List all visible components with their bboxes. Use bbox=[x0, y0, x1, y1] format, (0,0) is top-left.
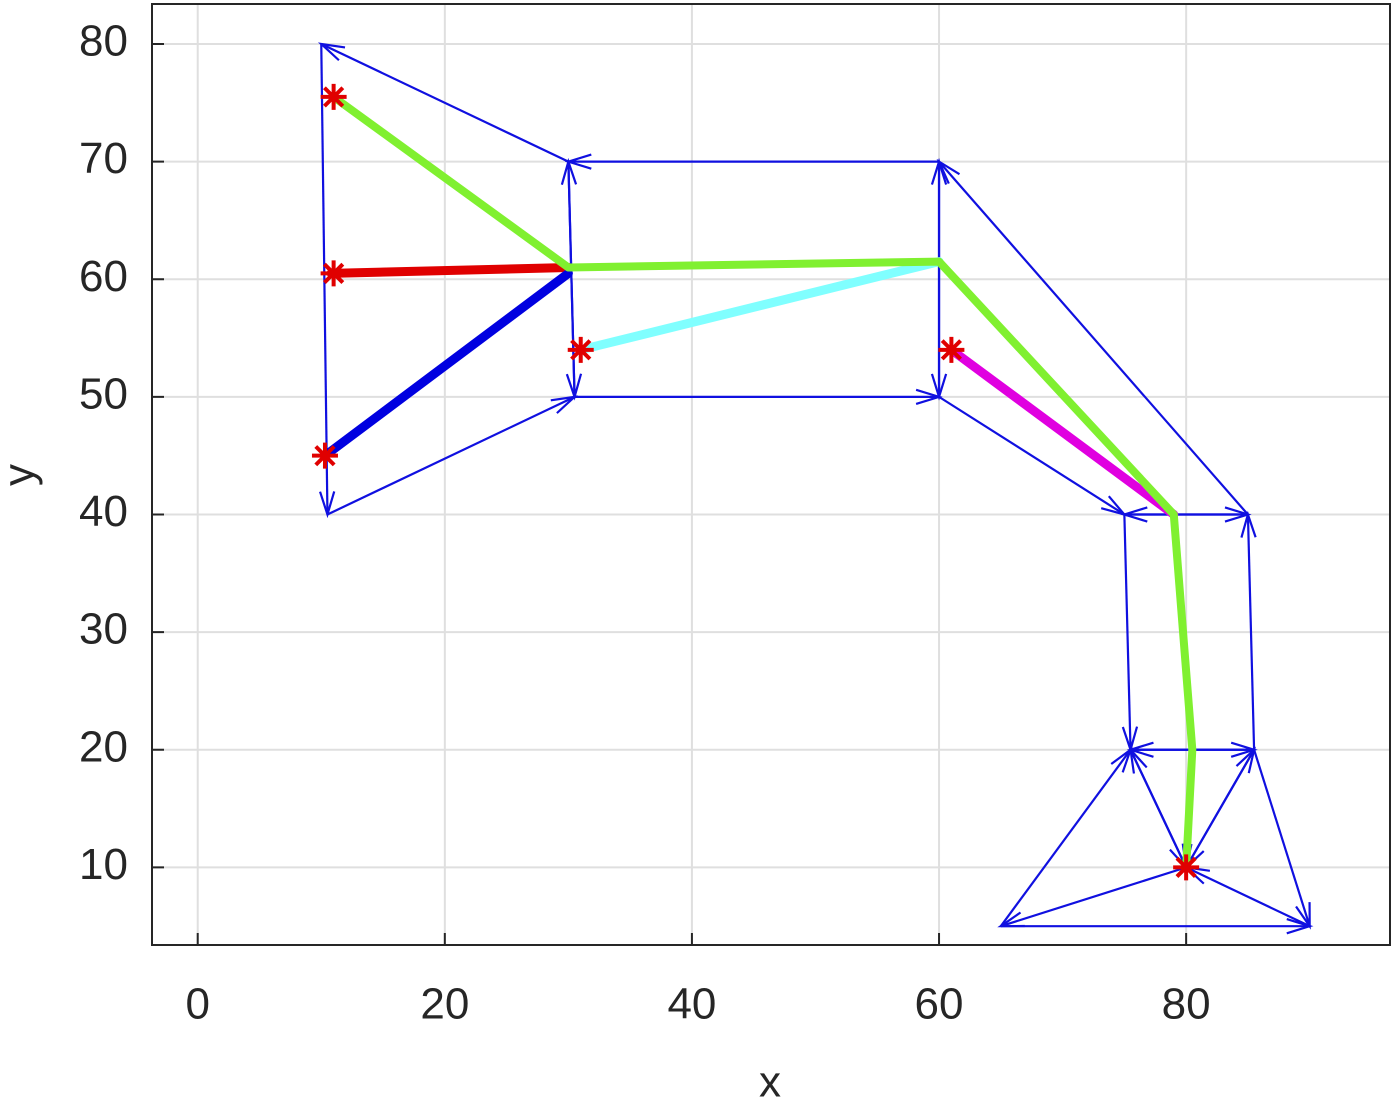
marker bbox=[938, 336, 965, 363]
edge bbox=[1123, 514, 1132, 750]
y-tick-label: 60 bbox=[79, 252, 128, 301]
arrow-head bbox=[564, 153, 592, 170]
x-tick-label: 60 bbox=[915, 980, 964, 1029]
edge bbox=[320, 43, 329, 515]
marker bbox=[320, 260, 347, 287]
marker bbox=[320, 83, 347, 110]
axes-box bbox=[151, 3, 1391, 946]
x-tick-label: 20 bbox=[420, 980, 469, 1029]
edge bbox=[938, 395, 1125, 516]
arrow-head bbox=[1286, 918, 1314, 935]
plot-area bbox=[152, 4, 1390, 945]
edge bbox=[1246, 514, 1256, 750]
y-axis-label: y bbox=[0, 464, 44, 486]
x-tick-label: 80 bbox=[1162, 980, 1211, 1029]
marker bbox=[567, 336, 594, 363]
path-line bbox=[946, 345, 1179, 519]
edge bbox=[1185, 866, 1311, 928]
path-line bbox=[329, 92, 1197, 872]
edge bbox=[999, 749, 1132, 927]
y-tick-label: 50 bbox=[79, 369, 128, 418]
arrow-head bbox=[1110, 746, 1133, 773]
y-tick-label: 20 bbox=[79, 722, 128, 771]
x-tick-label: 40 bbox=[667, 980, 716, 1029]
edge bbox=[1185, 749, 1256, 868]
arrow-head bbox=[1240, 510, 1257, 538]
edge bbox=[1253, 749, 1311, 927]
y-tick-label: 80 bbox=[79, 17, 128, 66]
y-tick-label: 40 bbox=[79, 487, 128, 536]
edge bbox=[1129, 749, 1188, 868]
path-line bbox=[326, 262, 573, 278]
x-axis-label: x bbox=[759, 1058, 781, 1105]
marker bbox=[1173, 854, 1200, 881]
path-line bbox=[320, 268, 573, 461]
x-tick-label: 0 bbox=[185, 980, 209, 1029]
edge bbox=[1000, 866, 1187, 928]
y-tick-label: 70 bbox=[79, 134, 128, 183]
y-tick-label: 10 bbox=[79, 840, 128, 889]
edge bbox=[320, 42, 569, 163]
marker bbox=[311, 442, 338, 469]
edge bbox=[326, 395, 576, 516]
path-line bbox=[576, 257, 944, 355]
arrow-head bbox=[936, 158, 961, 184]
edge bbox=[938, 160, 1249, 516]
y-tick-label: 30 bbox=[79, 605, 128, 654]
